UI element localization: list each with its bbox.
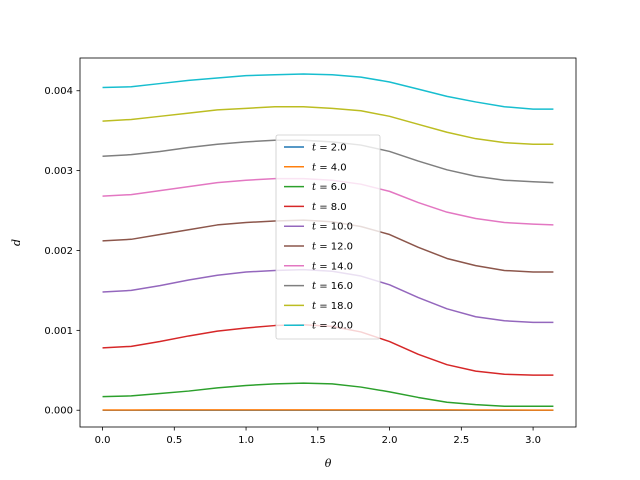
legend-label-value: = 20.0 bbox=[316, 321, 353, 332]
legend-entry: t = 6.0 bbox=[284, 182, 347, 193]
series-line-10 bbox=[102, 73, 554, 110]
x-axis-label: θ bbox=[325, 457, 332, 470]
legend-entry: t = 20.0 bbox=[284, 321, 353, 332]
legend-label: t = 2.0 bbox=[312, 143, 347, 154]
x-tick-label: 1.0 bbox=[238, 435, 254, 446]
legend-label-value: = 4.0 bbox=[316, 162, 347, 173]
legend-label: t = 4.0 bbox=[312, 162, 347, 173]
legend-label-value: = 16.0 bbox=[316, 281, 353, 292]
legend-label-variable: t bbox=[312, 242, 317, 253]
legend-label: t = 8.0 bbox=[312, 202, 347, 213]
legend-label: t = 14.0 bbox=[312, 261, 353, 272]
legend-label-value: = 18.0 bbox=[316, 301, 353, 312]
legend-label: t = 16.0 bbox=[312, 281, 353, 292]
legend-label-variable: t bbox=[312, 182, 317, 193]
legend-label: t = 10.0 bbox=[312, 222, 353, 233]
legend-label-variable: t bbox=[312, 222, 317, 233]
legend-entries: t = 2.0t = 4.0t = 6.0t = 8.0t = 10.0t = … bbox=[284, 143, 353, 332]
legend-label-variable: t bbox=[312, 162, 317, 173]
legend-label-value: = 6.0 bbox=[316, 182, 347, 193]
legend-entry: t = 10.0 bbox=[284, 222, 353, 233]
y-tick-label: 0.000 bbox=[44, 406, 73, 417]
legend-label: t = 12.0 bbox=[312, 242, 353, 253]
legend: t = 2.0t = 4.0t = 6.0t = 8.0t = 10.0t = … bbox=[275, 134, 381, 340]
legend-label-value: = 10.0 bbox=[316, 222, 353, 233]
legend-label: t = 6.0 bbox=[312, 182, 347, 193]
legend-entry: t = 16.0 bbox=[284, 281, 353, 292]
y-tick-label: 0.002 bbox=[44, 246, 73, 257]
legend-entry: t = 2.0 bbox=[284, 143, 347, 154]
y-tick-label: 0.004 bbox=[44, 86, 73, 97]
legend-entry: t = 14.0 bbox=[284, 261, 353, 272]
x-tick-label: 2.5 bbox=[453, 435, 469, 446]
x-axis: 0.0 0.5 1.0 1.5 2.0 2.5 3.0 bbox=[95, 427, 541, 446]
x-tick-label: 3.0 bbox=[525, 435, 541, 446]
legend-label-value: = 8.0 bbox=[316, 202, 347, 213]
legend-label-variable: t bbox=[312, 202, 317, 213]
legend-entry: t = 4.0 bbox=[284, 162, 347, 173]
legend-label: t = 18.0 bbox=[312, 301, 353, 312]
legend-label-value: = 14.0 bbox=[316, 261, 353, 272]
legend-entry: t = 8.0 bbox=[284, 202, 347, 213]
legend-label-variable: t bbox=[312, 143, 317, 154]
legend-entry: t = 18.0 bbox=[284, 301, 353, 312]
legend-label-variable: t bbox=[312, 261, 317, 272]
x-tick-label: 0.5 bbox=[166, 435, 182, 446]
plot-frame bbox=[79, 57, 577, 428]
legend-label-value: = 12.0 bbox=[316, 242, 353, 253]
legend-label-variable: t bbox=[312, 321, 317, 332]
x-tick-label: 0.0 bbox=[95, 435, 111, 446]
series-line-9 bbox=[102, 105, 554, 146]
series-line-3 bbox=[102, 382, 554, 407]
legend-label-variable: t bbox=[312, 301, 317, 312]
x-tick-label: 1.5 bbox=[310, 435, 326, 446]
y-axis-label: d bbox=[10, 239, 23, 246]
legend-entry: t = 12.0 bbox=[284, 242, 353, 253]
y-tick-label: 0.003 bbox=[44, 166, 73, 177]
y-axis: 0.000 0.001 0.002 0.003 0.004 bbox=[44, 86, 80, 417]
legend-label-variable: t bbox=[312, 281, 317, 292]
legend-label-value: = 2.0 bbox=[316, 143, 347, 154]
y-tick-label: 0.001 bbox=[44, 326, 73, 337]
x-tick-label: 2.0 bbox=[382, 435, 398, 446]
legend-label: t = 20.0 bbox=[312, 321, 353, 332]
